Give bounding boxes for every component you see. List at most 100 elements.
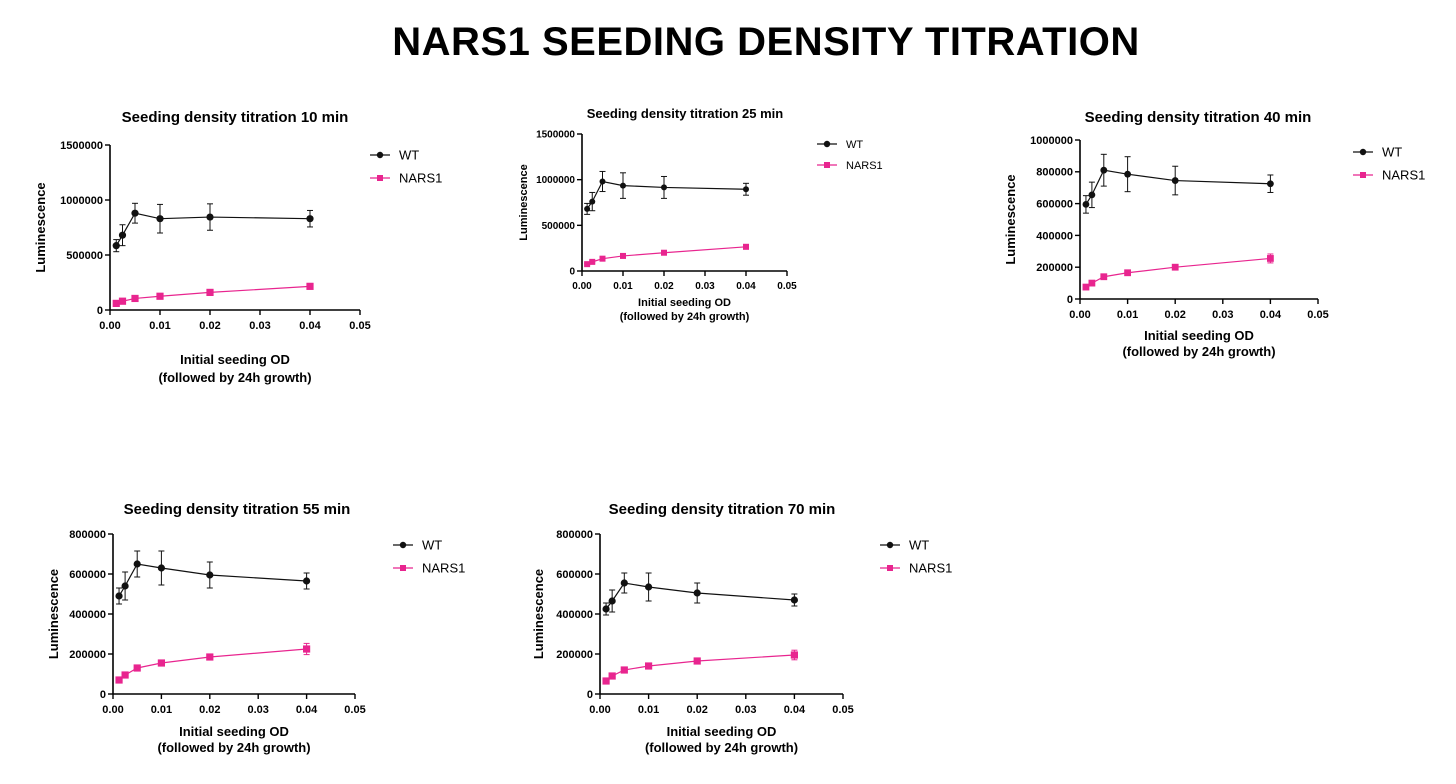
x-tick-label: 0.00 bbox=[1069, 309, 1090, 321]
data-point bbox=[790, 596, 798, 604]
chart-title: Seeding density titration 10 min bbox=[122, 109, 349, 126]
data-point bbox=[743, 243, 749, 250]
x-axis-label: Initial seeding OD bbox=[667, 724, 777, 739]
x-tick-label: 0.01 bbox=[149, 320, 170, 332]
legend-label: WT bbox=[399, 148, 419, 163]
series-line bbox=[118, 563, 307, 597]
data-point bbox=[133, 560, 141, 568]
y-tick-label: 400000 bbox=[69, 609, 106, 621]
data-point bbox=[121, 582, 129, 590]
data-point bbox=[206, 571, 214, 579]
data-point bbox=[620, 182, 626, 189]
x-tick-label: 0.05 bbox=[1307, 309, 1328, 321]
legend: WT NARS1 bbox=[1353, 145, 1425, 183]
y-tick-label: 500000 bbox=[542, 221, 576, 232]
legend-marker bbox=[377, 175, 383, 181]
chart-title: Seeding density titration 25 min bbox=[587, 106, 784, 121]
chart-25-min: Seeding density titration 25 min 0.00 0.01… bbox=[518, 106, 883, 323]
data-point bbox=[645, 583, 653, 591]
y-tick-label: 200000 bbox=[69, 649, 106, 661]
y-tick-label: 800000 bbox=[1036, 167, 1073, 179]
x-axis-label-line2: (followed by 24h growth) bbox=[645, 740, 798, 755]
data-point bbox=[645, 662, 653, 670]
series-wt bbox=[584, 170, 749, 215]
series-wt bbox=[602, 572, 798, 616]
x-tick-label: 0.00 bbox=[102, 704, 123, 716]
chart-title: Seeding density titration 40 min bbox=[1085, 109, 1312, 126]
page-title: NARS1 SEEDING DENSITY TITRATION bbox=[392, 20, 1140, 64]
x-tick-label: 0.04 bbox=[299, 320, 321, 332]
legend-marker bbox=[823, 140, 831, 148]
data-point bbox=[693, 589, 701, 597]
legend-label: NARS1 bbox=[846, 160, 883, 172]
data-point bbox=[118, 231, 127, 239]
series-line bbox=[1085, 169, 1271, 205]
chart-10-min: Seeding density titration 10 min 0.00 0.01… bbox=[33, 109, 442, 385]
y-tick-label: 0 bbox=[97, 305, 103, 317]
y-axis-label: Luminescence bbox=[518, 164, 530, 240]
legend-label: WT bbox=[422, 538, 442, 553]
y-tick-label: 600000 bbox=[1036, 198, 1073, 210]
legend-label: WT bbox=[1382, 145, 1402, 160]
x-axis-label-line2: (followed by 24h growth) bbox=[158, 370, 311, 385]
data-point bbox=[584, 261, 591, 268]
x-axis-label: Initial seeding OD bbox=[179, 724, 289, 739]
x-tick-label: 0.05 bbox=[832, 704, 853, 716]
x-axis-label-line2: (followed by 24h growth) bbox=[1122, 344, 1275, 359]
x-tick-label: 0.00 bbox=[99, 320, 120, 332]
data-point bbox=[620, 252, 626, 259]
y-tick-label: 400000 bbox=[556, 609, 593, 621]
series-nars1 bbox=[584, 243, 749, 268]
y-tick-label: 500000 bbox=[66, 250, 103, 262]
data-point bbox=[1100, 273, 1108, 281]
y-axis-label: Luminescence bbox=[1003, 174, 1018, 264]
data-point bbox=[1100, 166, 1108, 174]
legend-label: WT bbox=[909, 538, 929, 553]
x-tick-label: 0.01 bbox=[1117, 309, 1138, 321]
x-tick-label: 0.04 bbox=[1260, 309, 1282, 321]
y-axis-label: Luminescence bbox=[33, 182, 48, 272]
y-tick-label: 1000000 bbox=[1030, 135, 1073, 147]
data-point bbox=[602, 605, 610, 613]
legend-marker bbox=[400, 565, 406, 571]
legend-label: NARS1 bbox=[399, 171, 442, 186]
data-point bbox=[157, 659, 165, 667]
y-tick-label: 800000 bbox=[556, 529, 593, 541]
x-tick-label: 0.03 bbox=[695, 281, 715, 292]
y-tick-label: 0 bbox=[100, 689, 106, 701]
series-line bbox=[1085, 257, 1271, 288]
data-point bbox=[303, 645, 311, 653]
data-point bbox=[303, 577, 311, 585]
y-axis-label: Luminescence bbox=[531, 569, 546, 659]
x-tick-label: 0.04 bbox=[736, 281, 756, 292]
y-tick-label: 1000000 bbox=[536, 175, 575, 186]
data-point bbox=[608, 672, 616, 680]
data-point bbox=[608, 597, 616, 605]
data-point bbox=[743, 186, 749, 193]
data-point bbox=[1082, 200, 1090, 208]
y-tick-label: 200000 bbox=[556, 649, 593, 661]
x-axis-label: Initial seeding OD bbox=[180, 352, 290, 367]
data-point bbox=[156, 292, 164, 300]
data-point bbox=[1171, 263, 1179, 271]
series-wt bbox=[1082, 153, 1274, 214]
series-wt bbox=[112, 202, 314, 253]
legend-label: NARS1 bbox=[422, 561, 465, 576]
data-point bbox=[1088, 191, 1096, 199]
data-point bbox=[1267, 180, 1274, 188]
chart-title: Seeding density titration 55 min bbox=[124, 501, 351, 518]
data-point bbox=[599, 178, 606, 185]
data-point bbox=[620, 579, 628, 587]
x-tick-label: 0.02 bbox=[686, 704, 707, 716]
y-tick-label: 1000000 bbox=[60, 195, 103, 207]
data-point bbox=[1124, 269, 1131, 277]
legend: WT NARS1 bbox=[817, 139, 883, 172]
data-point bbox=[157, 564, 165, 572]
y-tick-label: 600000 bbox=[69, 569, 106, 581]
legend-marker bbox=[887, 565, 893, 571]
x-axis-label: Initial seeding OD bbox=[638, 297, 731, 309]
x-tick-label: 0.03 bbox=[735, 704, 756, 716]
data-point bbox=[131, 294, 139, 303]
chart-title: Seeding density titration 70 min bbox=[609, 501, 836, 518]
data-point bbox=[115, 592, 123, 600]
